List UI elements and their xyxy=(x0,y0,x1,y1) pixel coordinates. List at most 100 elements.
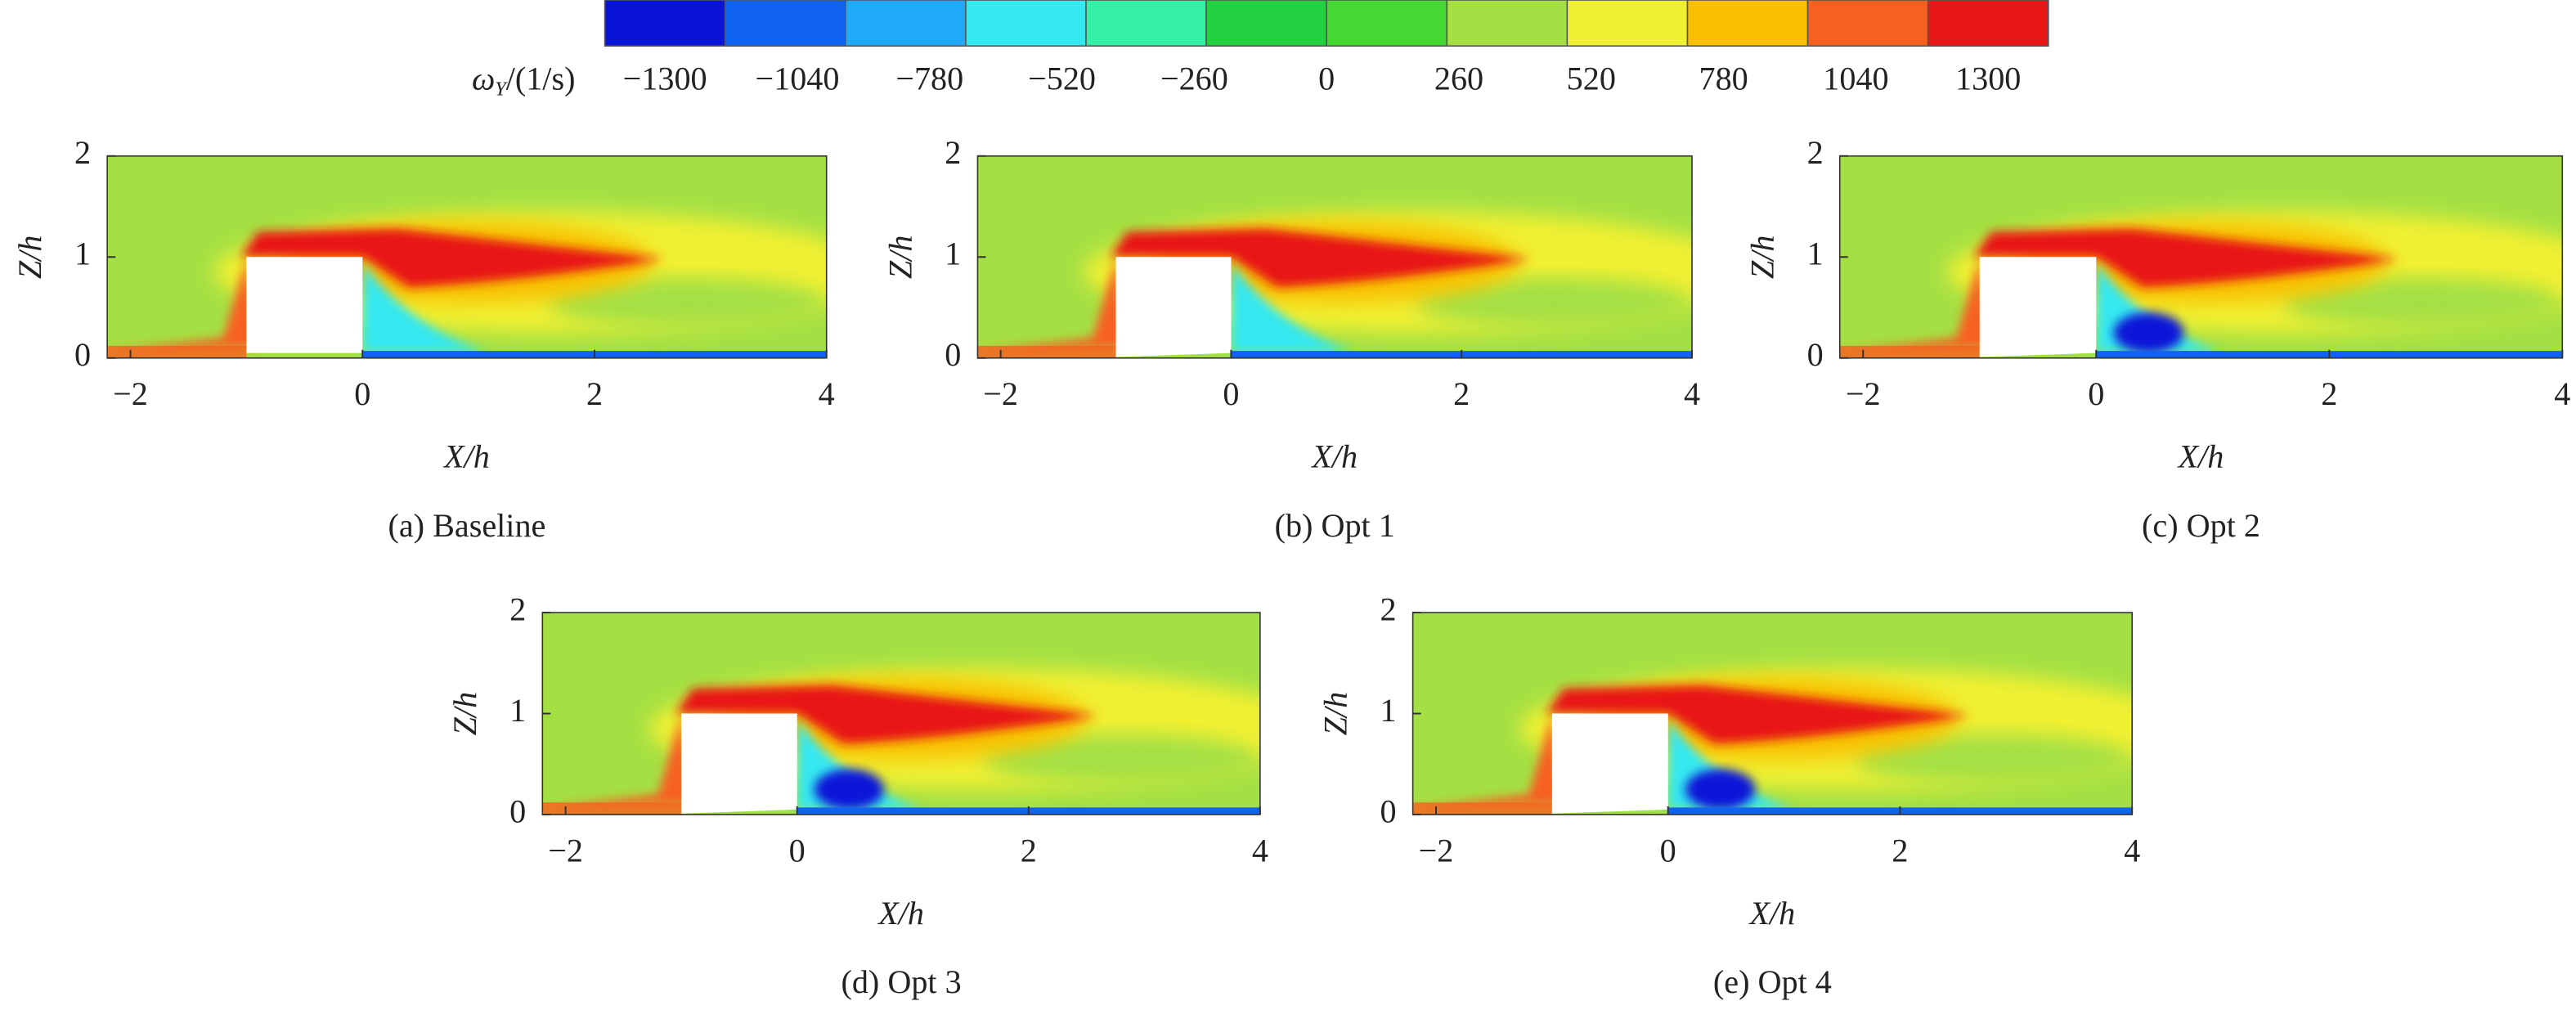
colorbar-tick-label: −520 xyxy=(1028,61,1096,97)
field-region xyxy=(1412,802,1552,815)
x-tick-label: 0 xyxy=(1660,832,1676,869)
x-tick-label: 4 xyxy=(1684,375,1700,412)
field-region xyxy=(107,345,247,358)
y-tick-label: 1 xyxy=(74,235,91,272)
field-region xyxy=(542,713,693,810)
panel-caption: (e) Opt 4 xyxy=(1713,963,1832,1000)
colorbar-label: ωY/(1/s) xyxy=(472,61,576,100)
colorbar-swatch xyxy=(845,0,967,47)
colorbar-subscript: Y xyxy=(495,79,508,100)
x-tick-label: −2 xyxy=(1846,375,1881,412)
field-region xyxy=(362,262,491,353)
y-tick-label: 2 xyxy=(509,590,526,627)
colorbar-swatch xyxy=(724,0,846,47)
field-region xyxy=(2282,276,2563,328)
field-region xyxy=(982,734,1260,784)
y-tick-label: 1 xyxy=(509,692,526,729)
contour-panel: −2 0 2 4 0 1 2 X/h Z/h (b) Opt 1 xyxy=(882,134,1700,544)
colorbar-tick-label: 1300 xyxy=(1955,61,2021,97)
colorbar-tick-label: 520 xyxy=(1567,61,1616,97)
x-tick-label: 0 xyxy=(789,832,806,869)
x-axis-label: X/h xyxy=(877,895,924,931)
obstacle xyxy=(681,713,797,814)
contour-field xyxy=(107,155,827,358)
field-region xyxy=(814,769,884,810)
x-tick-label: 4 xyxy=(2554,375,2570,412)
y-tick-label: 2 xyxy=(1380,590,1396,627)
colorbar-swatch xyxy=(1806,0,1929,47)
x-tick-label: 2 xyxy=(586,375,603,412)
field-region xyxy=(1415,276,1692,328)
field-region xyxy=(1546,685,1970,744)
x-tick-label: −2 xyxy=(983,375,1018,412)
y-axis-label: Z/h xyxy=(11,235,48,279)
x-tick-label: 0 xyxy=(2088,375,2104,412)
colorbar-swatch xyxy=(604,0,726,47)
contour-panel: −2 0 2 4 0 1 2 X/h Z/h (c) Opt 2 xyxy=(1744,134,2571,544)
y-tick-label: 1 xyxy=(1380,692,1396,729)
field-region xyxy=(1412,713,1564,810)
field-region xyxy=(1685,769,1756,810)
contour-panel: −2 0 2 4 0 1 2 X/h Z/h (a) Baseline xyxy=(11,134,835,544)
colorbar-tick-label: 1040 xyxy=(1823,61,1888,97)
field-region xyxy=(1231,262,1358,353)
x-axis-label: X/h xyxy=(442,438,490,474)
field-region xyxy=(2113,312,2184,353)
y-tick-label: 1 xyxy=(945,235,961,272)
colorbar-symbol: ω xyxy=(472,61,495,97)
x-tick-label: 0 xyxy=(354,375,370,412)
colorbar-swatch xyxy=(1085,0,1207,47)
x-tick-label: 2 xyxy=(1021,832,1037,869)
field-region xyxy=(675,685,1098,744)
obstacle xyxy=(246,257,363,353)
field-region xyxy=(977,345,1116,358)
field-region xyxy=(977,257,1128,353)
colorbar-tick-label: −1040 xyxy=(755,61,839,97)
x-tick-label: 0 xyxy=(1223,375,1239,412)
colorbar-tick-label: −1300 xyxy=(623,61,707,97)
x-tick-label: 2 xyxy=(1453,375,1470,412)
contour-field xyxy=(1412,613,2133,815)
contour-panel: −2 0 2 4 0 1 2 X/h Z/h (e) Opt 4 xyxy=(1317,590,2140,1000)
contour-field xyxy=(542,613,1260,815)
obstacle xyxy=(1551,713,1668,814)
field-region xyxy=(542,802,682,815)
colorbar-swatch xyxy=(1566,0,1689,47)
x-tick-label: 4 xyxy=(1252,832,1268,869)
x-tick-label: 4 xyxy=(2124,832,2140,869)
x-tick-label: −2 xyxy=(548,832,583,869)
field-region xyxy=(548,276,827,328)
colorbar-swatch xyxy=(1446,0,1568,47)
colorbar-swatch xyxy=(1205,0,1327,47)
obstacle xyxy=(1115,257,1232,357)
x-tick-label: 2 xyxy=(1892,832,1908,869)
colorbar-tick-label: −780 xyxy=(895,61,963,97)
x-axis-label: X/h xyxy=(1748,895,1796,931)
field-region xyxy=(1853,734,2133,784)
colorbar-swatch xyxy=(1686,0,1809,47)
panel-caption: (a) Baseline xyxy=(388,507,545,544)
panel-caption: (c) Opt 2 xyxy=(2142,507,2260,544)
field-region xyxy=(1839,345,1980,358)
panel-caption: (d) Opt 3 xyxy=(841,963,961,1000)
y-tick-label: 2 xyxy=(1807,134,1824,171)
panel-caption: (b) Opt 1 xyxy=(1275,507,1395,544)
field-region xyxy=(1839,257,1992,353)
y-tick-label: 0 xyxy=(1807,336,1824,373)
y-axis-label: Z/h xyxy=(1744,235,1781,279)
y-tick-label: 2 xyxy=(945,134,961,171)
y-axis-label: Z/h xyxy=(882,235,918,279)
x-tick-label: −2 xyxy=(1419,832,1454,869)
x-axis-label: X/h xyxy=(1310,438,1358,474)
y-axis-label: Z/h xyxy=(447,692,483,736)
colorbar-tick-label: 260 xyxy=(1434,61,1483,97)
y-tick-label: 0 xyxy=(509,792,526,829)
colorbar-tick-label: −260 xyxy=(1160,61,1228,97)
colorbar-swatch xyxy=(1927,0,2049,47)
contour-field xyxy=(977,155,1692,358)
y-tick-label: 2 xyxy=(74,134,91,171)
field-region xyxy=(107,257,258,353)
y-tick-label: 0 xyxy=(74,336,91,373)
y-tick-label: 0 xyxy=(945,336,961,373)
